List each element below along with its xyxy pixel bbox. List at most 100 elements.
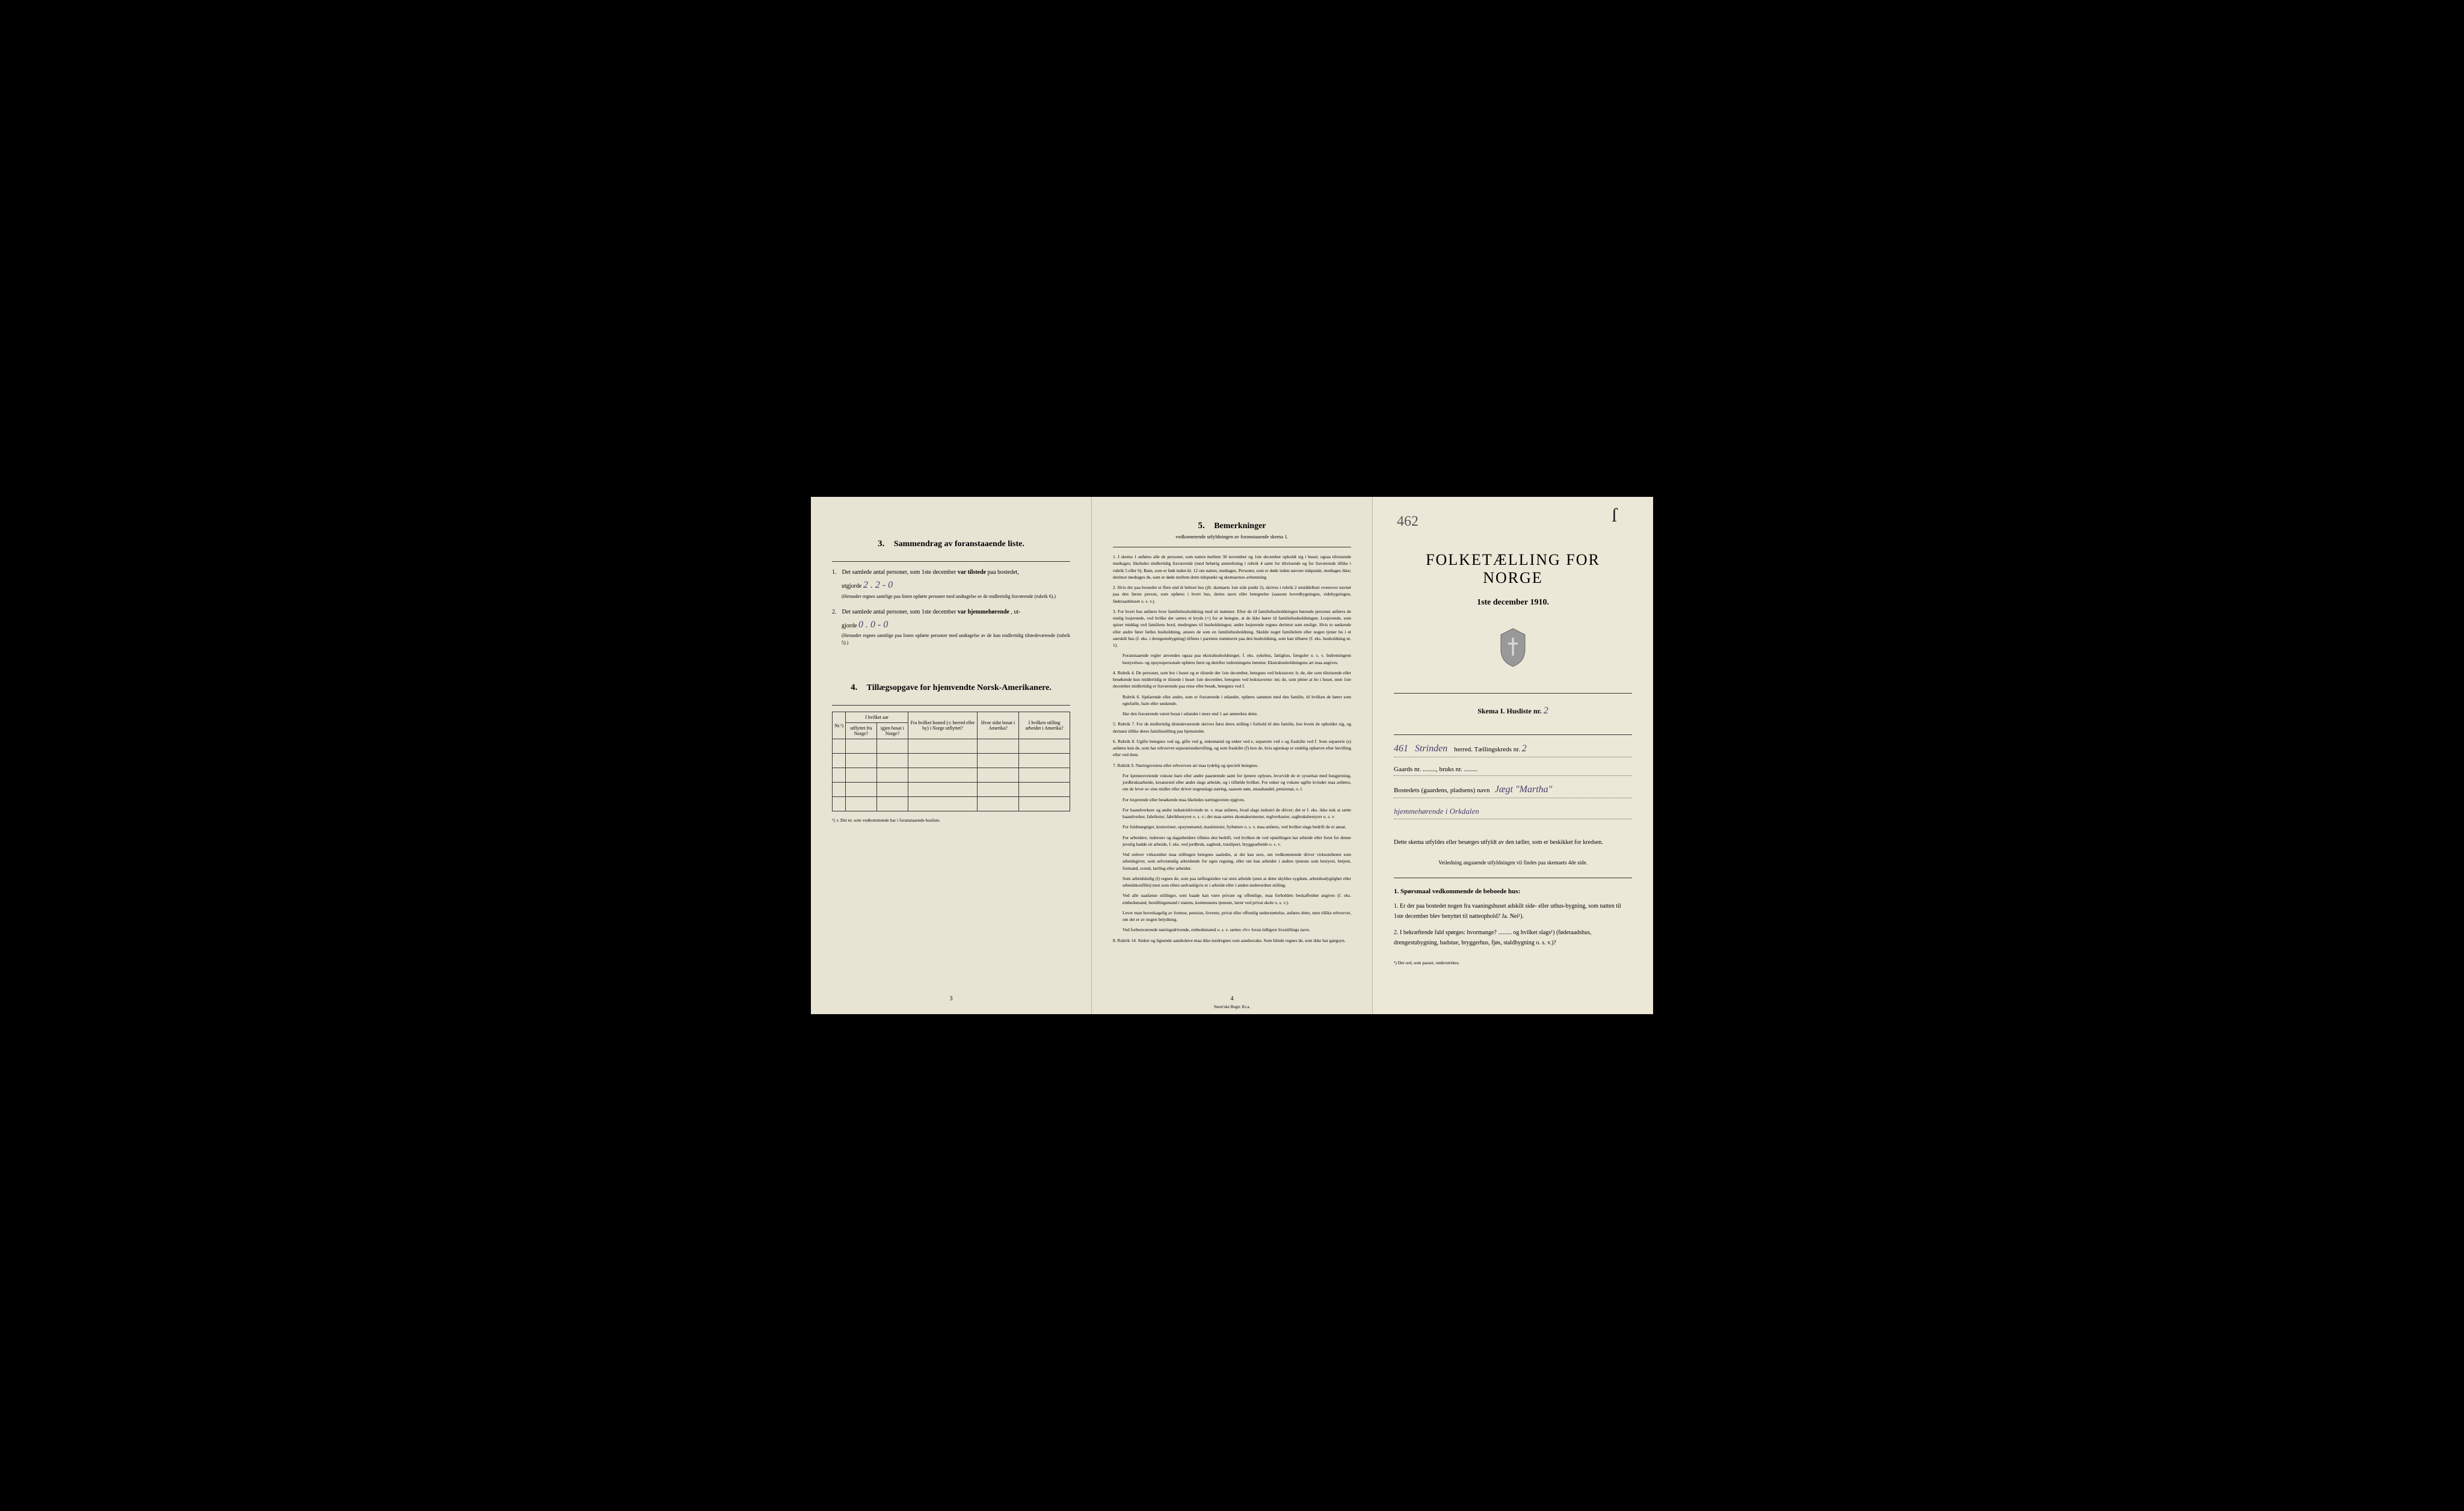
section3-title: Sammendrag av foranstaaende liste.	[894, 540, 1024, 549]
amerika-table: Nr.¹) I hvilket aar Fra hvilket bosted (…	[832, 712, 1070, 811]
remark-item: 1. I skema 1 anføres alle de personer, s…	[1113, 553, 1351, 580]
remark-extra: Rubrik 6. Sjøfarende eller andre, som er…	[1123, 694, 1351, 707]
th-utflyttet: utflyttet fra Norge?	[846, 723, 877, 739]
th-stilling: I hvilken stilling arbeidet i Amerika?	[1019, 712, 1070, 739]
q2: 2. I bekræftende fald spørges: hvormange…	[1394, 928, 1632, 948]
remark-extra: Som arbeidsledig (l) regnes de, som paa …	[1123, 875, 1351, 889]
remark-text: For hvert hus anføres hver familiehushol…	[1113, 609, 1351, 648]
section5-subtitle: vedkommende utfyldningen av foranstaaend…	[1113, 534, 1351, 540]
page-middle: 5. Bemerkninger vedkommende utfyldningen…	[1092, 497, 1373, 1014]
remark-item: 8. Rubrik 14. Sinker og lignende aandssl…	[1113, 937, 1351, 944]
remark-text: Rubrik 7. For de midlertidig tilstedevær…	[1113, 721, 1351, 733]
divider4	[1394, 693, 1632, 694]
section4-title: Tillægsopgave for hjemvendte Norsk-Ameri…	[867, 683, 1052, 692]
herred-line: 461 Strinden herred. Tællingskreds nr. 2	[1394, 743, 1632, 757]
remark-extra: For haandverkere og andre industridriven…	[1123, 807, 1351, 820]
remark-extra: Ved alle saadanne stillinger, som baade …	[1123, 892, 1351, 906]
main-title: FOLKETÆLLING FOR NORGE	[1394, 551, 1632, 587]
page-left: 3. Sammendrag av foranstaaende liste. 1.…	[811, 497, 1092, 1014]
item2: 2. Det samlede antal personer, som 1ste …	[832, 608, 1070, 647]
item2-handwritten: 0 . 0 - 0	[858, 620, 888, 630]
page-right: 462 ſ FOLKETÆLLING FOR NORGE 1ste decemb…	[1373, 497, 1653, 1014]
kreds-hw: 2	[1522, 743, 1527, 754]
remark-item: 7. Rubrik 9. Næringsveiens eller erhverv…	[1113, 762, 1351, 769]
bosted-hw2: hjemmehørende i Orkdalen	[1394, 807, 1479, 816]
table-row	[833, 797, 1070, 811]
remark-item: 4. Rubrik 4. De personer, som bor i huse…	[1113, 669, 1351, 690]
item1: 1. Det samlede antal personer, som 1ste …	[832, 568, 1070, 600]
remark-item: 3. For hvert hus anføres hver familiehus…	[1113, 608, 1351, 649]
remark-text: Rubrik 4. De personer, som bor i huset o…	[1113, 670, 1351, 689]
item2-line2-wrap: gjorde 0 . 0 - 0	[842, 617, 1070, 633]
th-igjen: igjen bosat i Norge?	[876, 723, 908, 739]
remark-extra: Lever man hovedsagelig av formue, pensio…	[1123, 909, 1351, 923]
item2-text-b: , ut-	[1011, 609, 1020, 615]
th-nr: Nr.¹)	[833, 712, 846, 739]
remark-extra: For fuldmægtiger, kontorister, opsynsmæn…	[1123, 823, 1351, 830]
divider	[832, 561, 1070, 562]
corner-mark: ſ	[1612, 504, 1617, 526]
remark-extra: For losjerende eller besøkende maa likel…	[1123, 796, 1351, 803]
item1-prefix: 1.	[832, 568, 840, 577]
remark-extra: For arbeidere, inderster og dagarbeidere…	[1123, 834, 1351, 848]
divider5	[1394, 734, 1632, 735]
section5-title: Bemerkninger	[1214, 522, 1266, 531]
coat-of-arms-icon	[1394, 626, 1632, 675]
item1-note: (Herunder regnes samtlige paa listen opf…	[842, 593, 1070, 600]
bosted-label: Bostedets (gaardens, pladsens) navn	[1394, 787, 1489, 794]
section5-number: 5.	[1198, 521, 1204, 531]
item2-bold: var hjemmehørende	[958, 609, 1009, 615]
q1: 1. Er der paa bostedet nogen fra vaaning…	[1394, 901, 1632, 922]
remark-extra: Foranstaaende regler anvendes ogsaa paa …	[1123, 652, 1351, 666]
table-row	[833, 739, 1070, 754]
remark-item: 2. Hvis der paa bostedet er flere end ét…	[1113, 584, 1351, 605]
item1-text-a: Det samlede antal personer, som 1ste dec…	[842, 569, 958, 576]
document-scan: 3. Sammendrag av foranstaaende liste. 1.…	[811, 497, 1653, 1014]
remarks-body: 1. I skema 1 anføres alle de personer, s…	[1113, 553, 1351, 944]
item1-handwritten: 2 . 2 - 0	[863, 580, 893, 590]
instruction1: Dette skema utfyldes eller besørges utfy…	[1394, 837, 1632, 848]
th-amerika: Hvor sidst bosat i Amerika?	[977, 712, 1018, 739]
bosted-hw: Jægt "Martha"	[1495, 784, 1553, 795]
remark-extra: For kjennesveiende voksne barn eller and…	[1123, 772, 1351, 793]
item2-line2: gjorde	[842, 623, 857, 629]
remark-text: Hvis der paa bostedet er flere end ét be…	[1113, 585, 1351, 604]
section5-heading: 5. Bemerkninger	[1113, 521, 1351, 531]
section4-heading: 4. Tillægsopgave for hjemvendte Norsk-Am…	[832, 683, 1070, 693]
remark-text: Rubrik 9. Næringsveiens eller erhvervets…	[1118, 763, 1258, 768]
bosted-line2: hjemmehørende i Orkdalen	[1394, 807, 1632, 819]
remark-extra: Har den fraværende været bosat i utlande…	[1123, 710, 1351, 717]
herred-hw1: 461	[1394, 743, 1408, 754]
table-row	[833, 754, 1070, 768]
item1-text-b: paa bostedet,	[988, 569, 1019, 576]
remark-extra: Ved forhenværende næringsdrivende, embed…	[1123, 926, 1351, 933]
husliste-hw: 2	[1544, 706, 1548, 716]
item2-prefix: 2.	[832, 608, 840, 617]
remark-extra: Ved enhver virksomhet maa stillingen bet…	[1123, 851, 1351, 872]
printer-line: Steen'ske Bogtr. Kr.a.	[1214, 1005, 1251, 1009]
skema-label: Skema I. Husliste nr.	[1477, 707, 1542, 715]
subtitle: 1ste december 1910.	[1394, 598, 1632, 608]
table-body	[833, 739, 1070, 811]
remark-text: Rubrik 14. Sinker og lignende aandssløve…	[1118, 938, 1346, 943]
item2-note: (Herunder regnes samtlige paa listen opf…	[842, 632, 1070, 647]
page-number-4: 4	[1231, 996, 1234, 1002]
right-footnote: ¹) Det ord, som passer, understrekes.	[1394, 960, 1632, 965]
bosted-line: Bostedets (gaardens, pladsens) navn Jægt…	[1394, 784, 1632, 798]
table-row	[833, 783, 1070, 797]
skema-line: Skema I. Husliste nr. 2	[1394, 706, 1632, 716]
instruction2: Veiledning angaaende utfyldningen vil fi…	[1394, 860, 1632, 866]
herred-hw2: Strinden	[1415, 743, 1447, 754]
gaards-line: Gaards nr. ........, bruks nr. ........	[1394, 766, 1632, 776]
pencil-annotation: 462	[1397, 514, 1418, 530]
divider2	[832, 705, 1070, 706]
table-row	[833, 768, 1070, 783]
remark-item: 6. Rubrik 8. Ugifte betegnes ved ug, gif…	[1113, 738, 1351, 759]
th-bosted: Fra hvilket bosted (ɔ: herred eller by) …	[908, 712, 978, 739]
item2-text-a: Det samlede antal personer, som 1ste dec…	[842, 609, 958, 615]
section4-number: 4.	[851, 683, 857, 692]
section4-footnote: ¹) ɔ: Det nr. som vedkommende har i fora…	[832, 817, 1070, 823]
item1-line2: utgjorde	[842, 583, 861, 589]
q-title: 1. Spørsmaal vedkommende de beboede hus:	[1394, 888, 1632, 895]
item1-line2-wrap: utgjorde 2 . 2 - 0	[842, 577, 1070, 593]
